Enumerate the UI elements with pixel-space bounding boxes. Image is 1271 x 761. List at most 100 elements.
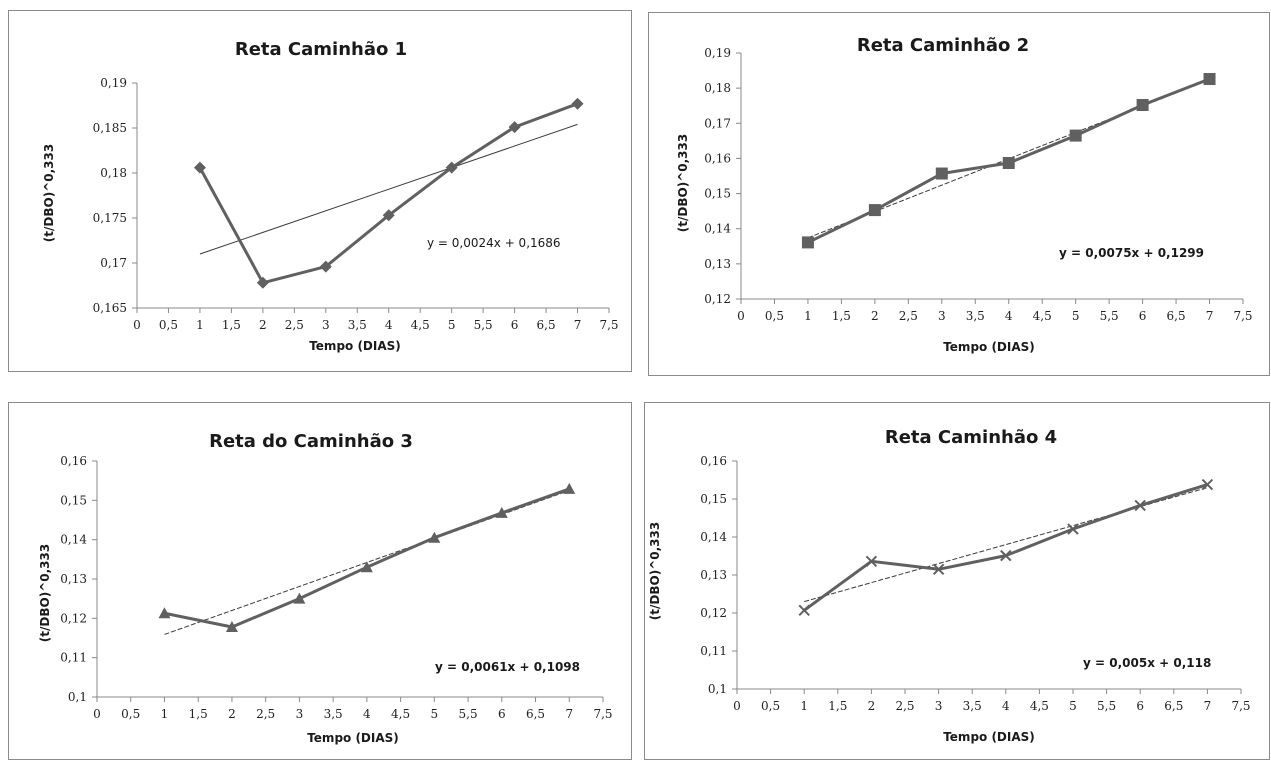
x-tick-label: 1,5 — [828, 699, 847, 713]
y-tick-label: 0,16 — [704, 151, 731, 165]
trendline — [199, 123, 578, 255]
data-point-square — [1203, 73, 1216, 86]
x-tick-label: 0,5 — [765, 309, 784, 323]
data-point-square — [1069, 129, 1082, 142]
chart-panel-caminhao-3: Reta do Caminhão 3 Tempo (DIAS) (t/DBO)^… — [8, 402, 632, 760]
x-tick-label: 6 — [1139, 309, 1147, 323]
y-tick-label: 0,11 — [700, 644, 727, 658]
data-point-x — [798, 604, 810, 617]
y-tick-label: 0,1 — [708, 682, 727, 696]
x-tick-label: 0 — [133, 318, 141, 332]
data-point-diamond — [508, 121, 521, 134]
data-point-x — [1134, 499, 1146, 512]
chart-svg: Reta Caminhão 4 Tempo (DIAS) (t/DBO)^0,3… — [648, 427, 1251, 744]
y-tick-label: 0,12 — [700, 606, 727, 620]
x-tick-label: 4,5 — [411, 318, 430, 332]
y-axis-label: (t/DBO)^0,333 — [42, 144, 56, 242]
trendline-equation: y = 0,0075x + 0,1299 — [1059, 246, 1204, 260]
x-tick-label: 1,5 — [832, 309, 851, 323]
data-point-diamond — [382, 209, 395, 222]
x-tick-label: 4 — [1002, 699, 1010, 713]
data-point-diamond — [445, 161, 458, 174]
x-tick-label: 1 — [804, 309, 812, 323]
x-tick-label: 0,5 — [159, 318, 178, 332]
x-tick-label: 5 — [1069, 699, 1077, 713]
chart-svg: Reta Caminhão 2 Tempo (DIAS) (t/DBO)^0,3… — [676, 35, 1253, 354]
y-tick-label: 0,17 — [704, 116, 731, 130]
trendline-equation: y = 0,0024x + 0,1686 — [427, 236, 561, 250]
y-tick-label: 0,11 — [60, 651, 87, 665]
y-tick-label: 0,13 — [700, 568, 727, 582]
x-tick-label: 7,5 — [593, 707, 612, 721]
x-tick-label: 3 — [322, 318, 330, 332]
data-point-triangle — [225, 620, 238, 632]
x-tick-label: 0 — [737, 309, 745, 323]
y-tick-label: 0,16 — [60, 454, 87, 468]
x-tick-label: 5 — [448, 318, 456, 332]
y-tick-label: 0,16 — [700, 454, 727, 468]
data-point-x — [1201, 478, 1214, 491]
x-tick-label: 6,5 — [537, 318, 556, 332]
x-tick-label: 7,5 — [599, 318, 618, 332]
x-tick-label: 3 — [938, 309, 946, 323]
y-tick-label: 0,165 — [93, 301, 127, 315]
x-tick-label: 5,5 — [474, 318, 493, 332]
x-tick-label: 3,5 — [324, 707, 343, 721]
data-point-x — [1000, 549, 1012, 562]
chart-title: Reta Caminhão 2 — [857, 35, 1029, 56]
chart-svg: Reta do Caminhão 3 Tempo (DIAS) (t/DBO)^… — [38, 431, 613, 745]
y-axis-label: (t/DBO)^0,333 — [38, 544, 52, 642]
x-tick-label: 4 — [1005, 309, 1013, 323]
data-point-x — [932, 563, 945, 576]
x-tick-label: 6 — [1136, 699, 1144, 713]
data-point-diamond — [319, 260, 332, 273]
x-axis-label: Tempo (DIAS) — [309, 339, 401, 353]
data-point-x — [865, 555, 878, 568]
x-tick-label: 2 — [871, 309, 879, 323]
data-point-triangle — [428, 531, 441, 543]
x-tick-label: 7 — [1206, 309, 1214, 323]
y-tick-label: 0,19 — [704, 46, 731, 60]
x-tick-label: 7 — [574, 318, 582, 332]
x-tick-label: 2 — [868, 699, 876, 713]
y-tick-label: 0,14 — [704, 222, 731, 236]
trendline-equation: y = 0,0061x + 0,1098 — [435, 660, 580, 674]
y-tick-label: 0,18 — [100, 166, 127, 180]
chart-panel-caminhao-2: Reta Caminhão 2 Tempo (DIAS) (t/DBO)^0,3… — [648, 12, 1270, 376]
x-tick-label: 6 — [498, 707, 506, 721]
y-tick-label: 0,17 — [100, 256, 127, 270]
x-tick-label: 5,5 — [1097, 699, 1116, 713]
x-tick-label: 1 — [800, 699, 808, 713]
y-tick-label: 0,185 — [93, 121, 127, 135]
y-tick-label: 0,19 — [100, 76, 127, 90]
data-point-square — [801, 236, 814, 249]
data-point-square — [1136, 99, 1149, 112]
x-tick-label: 0,5 — [121, 707, 140, 721]
series-line — [198, 102, 579, 285]
x-tick-label: 3,5 — [963, 699, 982, 713]
chart-panel-caminhao-1: Reta Caminhão 1 Tempo (DIAS) (t/DBO)^0,3… — [8, 10, 632, 372]
y-tick-label: 0,13 — [704, 257, 731, 271]
x-tick-label: 0,5 — [761, 699, 780, 713]
x-tick-label: 4 — [385, 318, 393, 332]
chart-panel-caminhao-4: Reta Caminhão 4 Tempo (DIAS) (t/DBO)^0,3… — [644, 402, 1270, 760]
y-tick-label: 0,15 — [704, 187, 731, 201]
y-tick-label: 0,12 — [704, 292, 731, 306]
data-point-square — [935, 167, 948, 180]
y-tick-label: 0,14 — [60, 533, 87, 547]
x-tick-label: 7,5 — [1231, 699, 1250, 713]
data-point-square — [868, 204, 881, 217]
x-tick-label: 2,5 — [285, 318, 304, 332]
x-tick-label: 2 — [228, 707, 236, 721]
y-tick-label: 0,15 — [700, 492, 727, 506]
x-tick-label: 1 — [161, 707, 169, 721]
x-tick-label: 2,5 — [895, 699, 914, 713]
x-tick-label: 6,5 — [1167, 309, 1186, 323]
x-axis-label: Tempo (DIAS) — [943, 730, 1035, 744]
data-point-triangle — [360, 561, 373, 573]
y-tick-label: 0,15 — [60, 493, 87, 507]
data-point-square — [1002, 156, 1015, 169]
x-tick-label: 6 — [511, 318, 519, 332]
chart-title: Reta Caminhão 4 — [885, 427, 1057, 448]
x-tick-label: 5 — [431, 707, 439, 721]
